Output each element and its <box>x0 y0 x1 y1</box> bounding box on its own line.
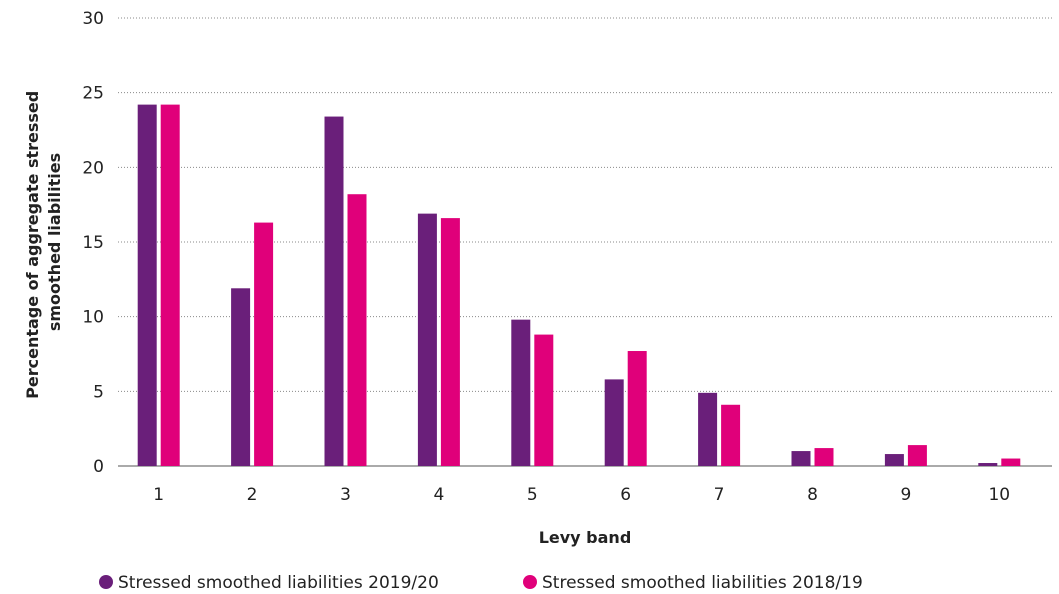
x-tick-label: 8 <box>807 485 818 505</box>
bar-series-2-band-6 <box>627 351 647 466</box>
bar-series-2-band-10 <box>1001 458 1021 466</box>
bar-series-2-band-2 <box>254 222 274 466</box>
bar-series-1-band-6 <box>604 379 624 466</box>
y-tick-label: 0 <box>93 457 104 477</box>
legend-label-2018-19: Stressed smoothed liabilities 2018/19 <box>542 573 863 593</box>
bar-series-1-band-7 <box>698 392 718 466</box>
y-tick-label: 5 <box>93 382 104 402</box>
bar-series-1-band-2 <box>231 288 251 466</box>
x-tick-label: 3 <box>340 485 351 505</box>
y-axis-title-line-2: smoothed liabilities <box>45 153 64 331</box>
bar-series-2-band-9 <box>907 445 927 466</box>
x-tick-label: 9 <box>900 485 911 505</box>
bar-series-1-band-1 <box>137 104 157 466</box>
x-tick-label: 1 <box>153 485 164 505</box>
bar-series-1-band-8 <box>791 451 811 466</box>
y-axis-title-line-1: Percentage of aggregate stressed <box>23 91 42 399</box>
bar-series-2-band-1 <box>160 104 180 466</box>
y-axis-title: Percentage of aggregate stressed smoothe… <box>23 85 64 399</box>
x-tick-label: 10 <box>988 485 1010 505</box>
y-tick-label: 10 <box>82 308 104 328</box>
x-tick-label: 6 <box>620 485 631 505</box>
bars <box>137 104 1021 467</box>
bar-series-2-band-5 <box>534 334 554 466</box>
y-tick-label: 15 <box>82 233 104 253</box>
x-tick-label: 2 <box>247 485 258 505</box>
bar-series-2-band-4 <box>440 218 460 466</box>
y-tick-label: 25 <box>82 84 104 104</box>
legend-swatch-2018-19 <box>523 575 537 589</box>
y-tick-label: 30 <box>82 9 104 29</box>
x-axis-title: Levy band <box>539 528 632 547</box>
x-tick-label: 5 <box>527 485 538 505</box>
bar-series-2-band-7 <box>721 404 741 466</box>
y-axis-ticks: 0 5 10 15 20 25 30 <box>82 9 104 477</box>
bar-series-2-band-8 <box>814 448 834 466</box>
bar-series-1-band-5 <box>511 319 531 466</box>
bar-series-1-band-4 <box>417 213 437 466</box>
legend-label-2019-20: Stressed smoothed liabilities 2019/20 <box>118 573 439 593</box>
bar-series-1-band-9 <box>884 454 904 466</box>
bar-series-2-band-3 <box>347 194 367 467</box>
legend: Stressed smoothed liabilities 2019/20 St… <box>99 573 863 593</box>
x-tick-label: 7 <box>714 485 725 505</box>
bar-series-1-band-10 <box>978 463 998 466</box>
y-tick-label: 20 <box>82 158 104 178</box>
x-tick-label: 4 <box>433 485 444 505</box>
x-axis-ticks: 1 2 3 4 5 6 7 8 9 10 <box>153 485 1010 505</box>
bar-series-1-band-3 <box>324 116 344 466</box>
legend-swatch-2019-20 <box>99 575 113 589</box>
